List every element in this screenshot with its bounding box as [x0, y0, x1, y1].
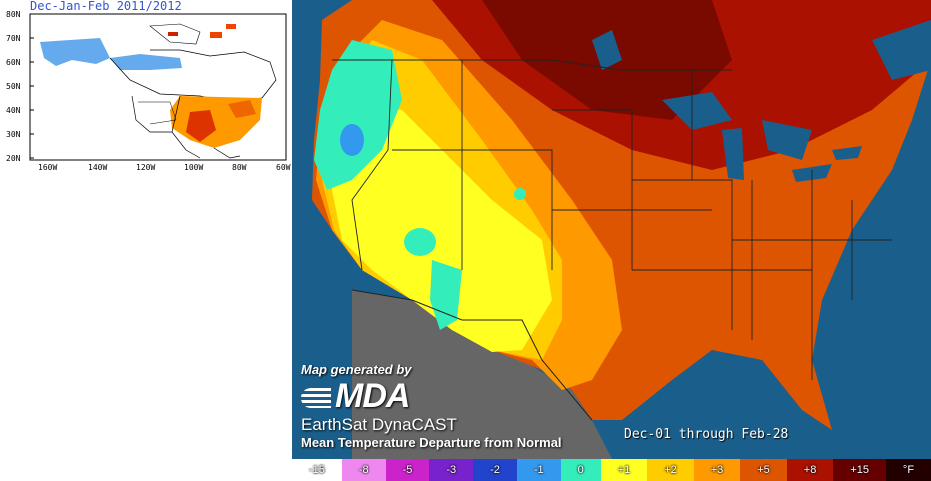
legend-cell: °F: [885, 459, 931, 481]
main-map: [292, 0, 931, 459]
anomaly-zero: [404, 228, 436, 256]
inset-lon-label: 80W: [232, 163, 247, 172]
generated-by-text: Map generated by: [301, 362, 412, 377]
lake-winnipeg: [592, 30, 622, 70]
mda-logo-icon: [301, 388, 331, 409]
legend-cell: +1: [600, 459, 648, 481]
border-mexico: [351, 289, 593, 421]
inset-map: Dec-Jan-Feb 2011/2012 80N 70N 60N 50N 40…: [0, 0, 292, 174]
legend-cell: +2: [647, 459, 694, 481]
inset-lat-label: 60N: [6, 58, 21, 67]
legend-cell: -1: [516, 459, 561, 481]
inset-lon-label: 160W: [38, 163, 58, 172]
inset-lat-label: 40N: [6, 106, 21, 115]
legend: -15 -8 -5 -3 -2 -1 0 +1 +2 +3 +5 +8 +15 °F: [292, 459, 931, 481]
inset-lon-label: 120W: [136, 163, 156, 172]
inset-title: Dec-Jan-Feb 2011/2012: [30, 0, 182, 13]
inset-lat-label: 50N: [6, 82, 21, 91]
state-borders: [332, 59, 892, 380]
legend-cell: -15: [292, 459, 342, 481]
inset-lon-label: 60W: [276, 163, 291, 172]
lake-huron: [762, 120, 812, 160]
legend-cell: +3: [693, 459, 741, 481]
anomaly-zero: [314, 40, 402, 190]
legend-cell: -5: [385, 459, 430, 481]
lake-michigan: [722, 128, 744, 180]
legend-cell: -8: [341, 459, 386, 481]
coastal-water: [872, 20, 931, 80]
mda-logo-text: MDA: [335, 377, 410, 415]
mda-logo: MDA: [301, 379, 562, 413]
lake-ontario: [832, 146, 862, 160]
inset-lat-label: 30N: [6, 130, 21, 139]
legend-cell: 0: [560, 459, 601, 481]
legend-cell: +5: [740, 459, 787, 481]
inset-lat-label: 20N: [6, 154, 21, 163]
anomaly-minus1: [340, 124, 364, 156]
legend-cell: +8: [786, 459, 834, 481]
legend-cell: -3: [429, 459, 474, 481]
inset-map-graphic: [29, 13, 287, 161]
product-name: EarthSat DynaCAST: [301, 415, 457, 434]
credit-block: Map generated by MDA EarthSat DynaCAST M…: [301, 362, 562, 450]
legend-cell: -2: [473, 459, 517, 481]
anomaly-plus1: [332, 100, 552, 352]
map-description: Mean Temperature Departure from Normal: [301, 435, 562, 450]
anomaly-zero: [514, 188, 526, 200]
inset-lon-label: 140W: [88, 163, 108, 172]
lake-superior: [662, 92, 732, 130]
inset-lat-label: 80N: [6, 10, 21, 19]
mexico: [352, 290, 612, 459]
inset-lat-label: 70N: [6, 34, 21, 43]
inset-lon-label: 100W: [184, 163, 204, 172]
date-range: Dec-01 through Feb-28: [624, 427, 789, 442]
anomaly-zero: [430, 260, 462, 330]
legend-cell: +15: [833, 459, 886, 481]
